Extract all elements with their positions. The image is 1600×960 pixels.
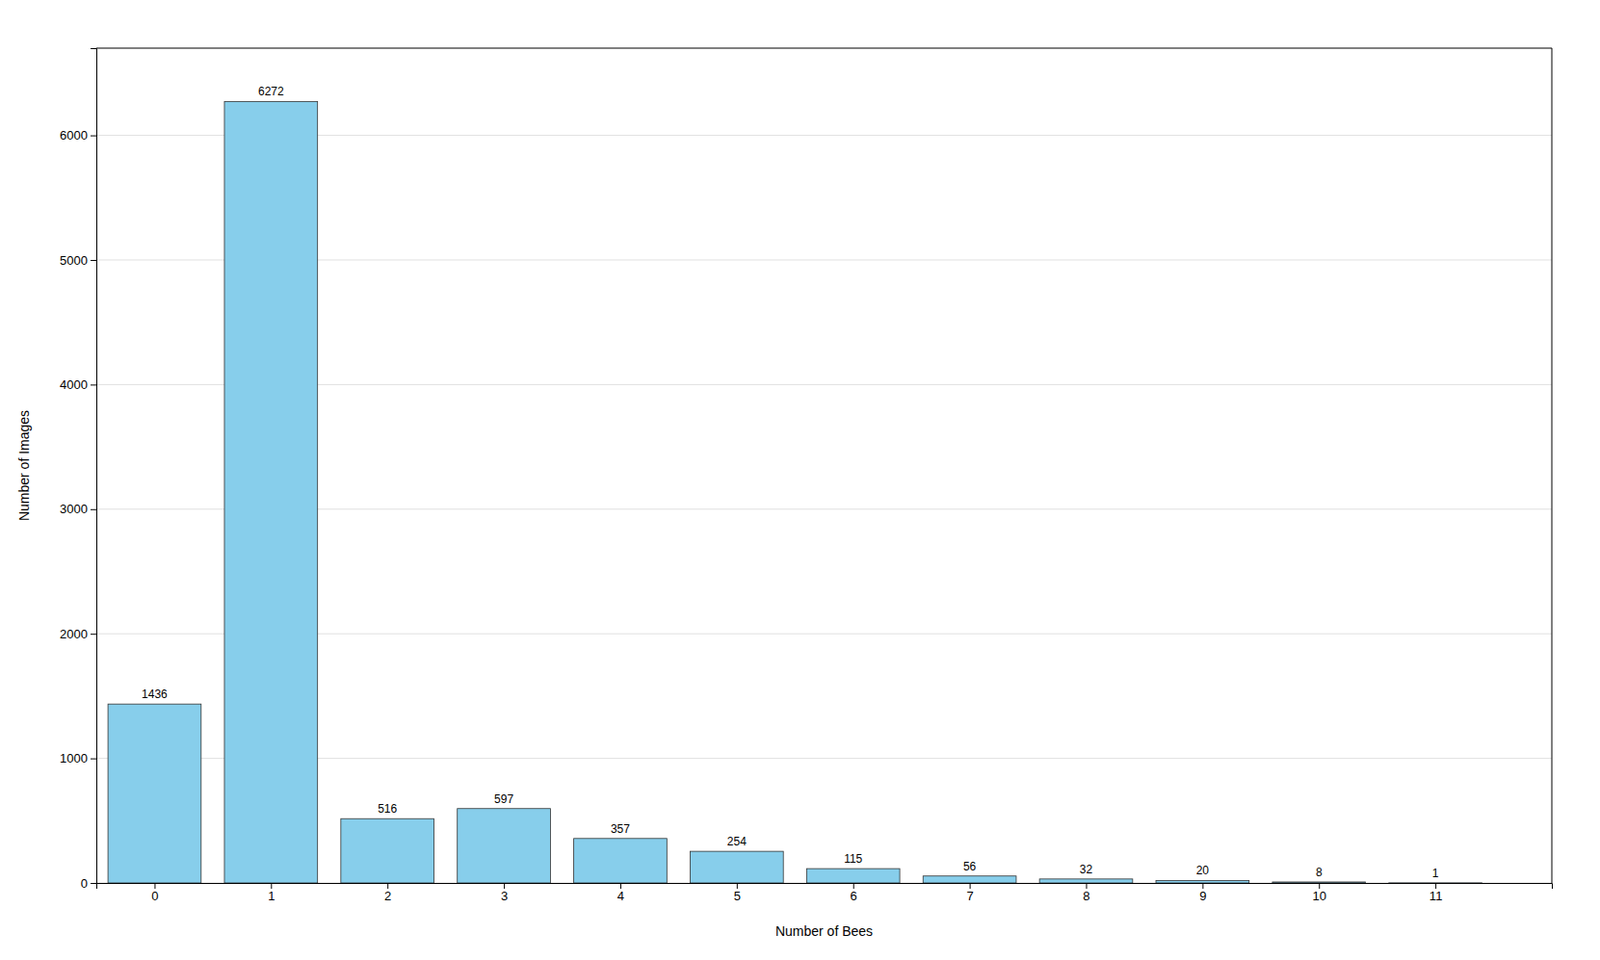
frame-top [96, 48, 1552, 50]
x-tick-label: 4 [617, 889, 625, 904]
x-tick-mark [1085, 883, 1087, 890]
data-label: 6272 [258, 84, 285, 99]
bar [1039, 879, 1133, 884]
y-tick-mark [90, 509, 97, 511]
bar [689, 851, 784, 884]
y-tick-mark [90, 633, 97, 635]
bar [457, 809, 551, 884]
y-tick-mark [90, 135, 97, 137]
data-label: 56 [963, 860, 977, 874]
x-axis-title: Number of Bees [775, 923, 873, 940]
data-label: 1 [1432, 866, 1440, 881]
data-labels: 1436 6272 516 597 357 254 115 56 32 20 8 1 [141, 84, 1440, 880]
x-tick-label: 7 [966, 889, 973, 904]
x-tick-mark [387, 883, 389, 890]
data-label: 597 [494, 792, 514, 807]
y-tick-mark [90, 759, 97, 761]
x-tick-label: 10 [1312, 889, 1327, 904]
x-axis: 0 1 2 3 4 5 6 7 8 9 10 11 [97, 883, 1553, 904]
y-tick-label: 6000 [59, 128, 88, 143]
bar [107, 704, 202, 884]
x-tick-label: 8 [1082, 889, 1090, 904]
bar [1389, 882, 1483, 884]
y-tick-label: 1000 [59, 751, 88, 766]
frame-right [1551, 48, 1553, 884]
x-tick-label: 0 [151, 889, 158, 904]
y-axis: 0 1000 2000 3000 4000 5000 6000 [59, 49, 97, 892]
bar [340, 818, 435, 884]
y-tick-label: 4000 [59, 377, 88, 393]
y-tick-mark [90, 260, 97, 262]
y-axis-line [90, 49, 98, 885]
y-tick-label: 3000 [59, 501, 88, 517]
x-axis-line [97, 884, 1553, 891]
data-label: 32 [1079, 863, 1094, 877]
x-tick: 4 [617, 883, 625, 904]
bar [806, 868, 900, 884]
y-tick-label: 0 [80, 876, 88, 892]
chart-svg: 0123456789101101000200030004000500060001… [0, 0, 1600, 960]
y-tick: 6000 [59, 128, 97, 143]
data-label: 20 [1196, 864, 1210, 878]
x-tick-mark [1202, 883, 1204, 890]
x-tick: 11 [1429, 883, 1443, 904]
x-tick: 7 [966, 883, 973, 904]
y-tick: 3000 [59, 501, 97, 517]
x-tick: 2 [384, 883, 392, 904]
x-tick: 5 [734, 883, 741, 904]
frame [96, 48, 1552, 884]
bar [1272, 882, 1366, 884]
y-tick: 5000 [59, 253, 97, 268]
x-tick: 10 [1312, 883, 1327, 904]
y-tick: 1000 [59, 751, 97, 766]
chart-container: 0123456789101101000200030004000500060001… [0, 0, 1600, 960]
bar [1155, 880, 1250, 884]
y-tick-mark [90, 384, 97, 386]
bars [107, 101, 1482, 884]
x-tick-label: 3 [500, 889, 508, 904]
x-tick: 1 [267, 883, 275, 904]
x-tick: 6 [850, 883, 858, 904]
y-tick-label: 5000 [59, 253, 88, 268]
bar [922, 876, 1017, 884]
x-tick: 9 [1199, 883, 1207, 904]
data-label: 8 [1315, 865, 1323, 880]
data-label: 516 [377, 802, 397, 816]
x-tick-mark [154, 883, 156, 890]
data-label: 115 [843, 852, 863, 866]
x-tick-label: 9 [1199, 889, 1207, 904]
data-label: 357 [610, 822, 630, 837]
y-tick: 0 [80, 876, 97, 892]
x-tick-mark [620, 883, 622, 890]
x-tick: 0 [151, 883, 158, 904]
x-tick-mark [1318, 883, 1320, 890]
x-tick-mark [853, 883, 855, 890]
x-tick-mark [270, 883, 272, 890]
x-tick: 3 [500, 883, 508, 904]
data-label: 254 [727, 835, 747, 849]
x-tick: 8 [1082, 883, 1090, 904]
y-tick-label: 2000 [59, 627, 88, 642]
y-tick: 2000 [59, 627, 97, 642]
x-tick-label: 2 [384, 889, 392, 904]
x-tick-mark [1435, 883, 1437, 890]
x-tick-label: 11 [1429, 889, 1443, 904]
x-tick-mark [736, 883, 738, 890]
y-tick-mark [90, 883, 97, 885]
x-tick-mark [503, 883, 505, 890]
y-axis-title: Number of Images [16, 410, 32, 522]
plot: 0123456789101101000200030004000500060001… [16, 48, 1553, 940]
bar [574, 839, 668, 884]
y-tick: 4000 [59, 377, 97, 393]
x-tick-label: 6 [850, 889, 858, 904]
bar [224, 101, 318, 884]
data-label: 1436 [141, 687, 168, 702]
x-tick-label: 5 [734, 889, 741, 904]
x-tick-label: 1 [267, 889, 275, 904]
x-tick-mark [970, 883, 971, 890]
